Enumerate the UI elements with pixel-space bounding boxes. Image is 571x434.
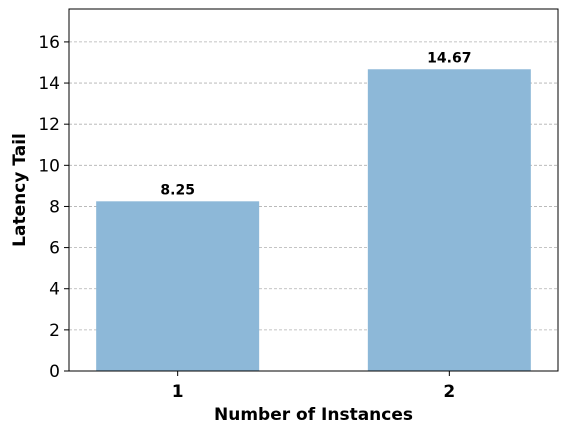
bar — [96, 201, 260, 371]
y-tick-label: 2 — [49, 321, 60, 341]
bars — [96, 69, 531, 371]
bar-value-labels: 8.25 14.67 — [160, 50, 471, 198]
x-tick-label: 1 — [172, 382, 184, 402]
y-tick-label: 16 — [38, 33, 60, 53]
y-tick-label: 4 — [49, 280, 60, 300]
bar-value-label: 14.67 — [427, 50, 471, 66]
y-axis-ticks: 0 2 4 6 8 10 12 14 16 — [38, 33, 69, 382]
bar-value-label: 8.25 — [160, 182, 195, 198]
y-tick-label: 14 — [38, 74, 60, 94]
x-axis-label: Number of Instances — [214, 405, 413, 425]
y-axis-label: Latency Tail — [10, 133, 30, 247]
y-tick-label: 8 — [49, 197, 60, 217]
plot-frame — [68, 8, 559, 372]
y-tick-label: 6 — [49, 239, 60, 259]
bar — [367, 69, 531, 371]
x-tick-label: 2 — [443, 382, 455, 402]
y-tick-label: 12 — [38, 115, 60, 135]
y-tick-label: 10 — [38, 156, 60, 176]
y-tick-label: 0 — [49, 362, 60, 382]
